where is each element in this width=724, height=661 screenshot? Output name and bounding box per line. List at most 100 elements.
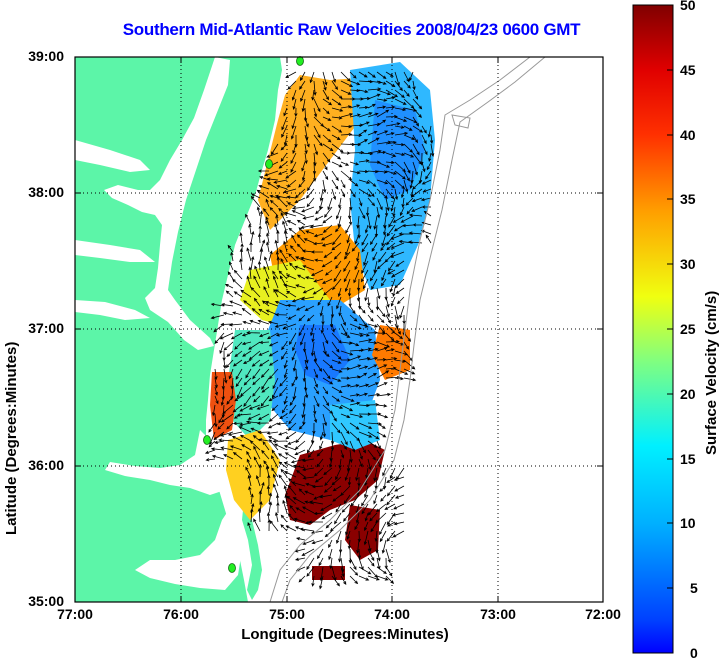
velocity-arrow — [349, 104, 361, 109]
velocity-arrow — [246, 275, 252, 289]
velocity-arrow — [204, 449, 216, 454]
velocity-arrow — [295, 431, 306, 444]
velocity-arrow — [367, 431, 380, 440]
velocity-arrow — [412, 161, 418, 176]
velocity-arrow — [340, 440, 348, 450]
velocity-arrow — [285, 170, 297, 179]
velocity-arrow — [271, 386, 279, 399]
velocity-arrow — [310, 250, 323, 254]
velocity-arrow — [358, 139, 369, 145]
velocity-arrow — [276, 422, 288, 426]
velocity-arrow — [367, 575, 380, 581]
velocity-arrow — [428, 152, 432, 162]
velocity-arrow — [412, 223, 423, 227]
velocity-arrow — [276, 196, 288, 208]
velocity-arrow — [274, 289, 288, 298]
velocity-arrow — [371, 242, 378, 252]
velocity-arrow — [420, 197, 432, 202]
velocity-arrow — [304, 490, 315, 496]
velocity-arrow — [287, 80, 297, 90]
velocity-arrow — [376, 364, 388, 370]
velocity-arrow — [285, 71, 297, 78]
velocity-arrow — [291, 234, 297, 244]
velocity-arrow — [358, 179, 371, 184]
velocity-arrow — [358, 197, 363, 207]
x-tick-label: 73:00 — [480, 606, 516, 622]
velocity-arrow — [385, 132, 395, 136]
velocity-arrow — [304, 305, 315, 311]
colorbar-tick-label: 20 — [680, 386, 696, 402]
velocity-arrow — [288, 227, 297, 235]
velocity-arrow — [367, 179, 377, 187]
velocity-arrow — [376, 105, 387, 109]
velocity-arrow — [235, 368, 243, 380]
velocity-arrow — [425, 170, 432, 180]
velocity-arrow — [385, 348, 395, 352]
velocity-arrow — [387, 521, 396, 527]
velocity-arrow — [372, 251, 378, 261]
velocity-arrow — [260, 368, 270, 379]
velocity-arrow — [269, 194, 279, 199]
velocity-arrow — [376, 548, 381, 562]
velocity-arrow — [301, 404, 306, 419]
velocity-arrow — [375, 503, 387, 513]
colorbar-tick-label: 30 — [680, 256, 696, 272]
velocity-arrow — [376, 71, 387, 80]
velocity-arrow — [298, 227, 306, 235]
velocity-arrow — [357, 548, 362, 560]
velocity-arrow — [331, 98, 342, 106]
velocity-arrow — [331, 413, 337, 422]
velocity-arrow — [385, 357, 398, 361]
velocity-arrow — [266, 152, 279, 158]
velocity-vectors — [204, 71, 435, 590]
velocity-arrow — [290, 125, 297, 140]
velocity-arrow — [246, 331, 261, 335]
velocity-arrow — [345, 521, 351, 536]
velocity-arrow — [340, 151, 351, 155]
velocity-arrow — [354, 260, 360, 271]
velocity-arrow — [321, 278, 333, 284]
velocity-arrow — [349, 364, 362, 370]
velocity-arrow — [394, 71, 400, 87]
velocity-arrow — [331, 152, 342, 160]
river-inlet — [75, 240, 155, 262]
velocity-arrow — [294, 107, 298, 118]
velocity-arrow — [322, 71, 328, 86]
velocity-arrow — [358, 403, 370, 408]
velocity-arrow — [340, 449, 345, 459]
velocity-arrow — [393, 476, 405, 481]
velocity-arrow — [271, 404, 279, 412]
velocity-arrow — [394, 161, 406, 173]
velocity-arrow — [403, 341, 410, 350]
velocity-arrow — [317, 296, 324, 306]
velocity-arrow — [333, 251, 342, 260]
velocity-arrow — [266, 182, 279, 190]
velocity-arrow — [385, 170, 398, 175]
velocity-arrow — [291, 296, 306, 303]
velocity-arrow — [241, 341, 252, 346]
velocity-arrow — [390, 296, 396, 307]
velocity-arrow — [335, 467, 342, 481]
velocity-arrow — [358, 188, 372, 197]
velocity-arrow — [220, 413, 234, 423]
velocity-arrow — [376, 130, 389, 136]
velocity-arrow — [230, 377, 234, 390]
velocity-arrow — [373, 494, 378, 505]
velocity-arrow — [361, 260, 369, 274]
velocity-arrow — [322, 134, 332, 143]
velocity-arrow — [367, 364, 378, 370]
velocity-arrow — [349, 113, 361, 118]
velocity-arrow — [224, 284, 234, 289]
colorbar-tick-label: 10 — [680, 515, 696, 531]
velocity-arrow — [210, 447, 225, 451]
velocity-arrow — [365, 467, 369, 479]
velocity-arrow — [259, 210, 263, 226]
velocity-arrow — [258, 413, 270, 421]
velocity-arrow — [281, 341, 288, 351]
velocity-arrow — [229, 300, 243, 307]
velocity-arrow — [294, 440, 306, 450]
velocity-arrow — [313, 404, 317, 415]
velocity-arrow — [331, 368, 343, 373]
velocity-arrow — [367, 566, 378, 579]
velocity-arrow — [306, 566, 315, 577]
